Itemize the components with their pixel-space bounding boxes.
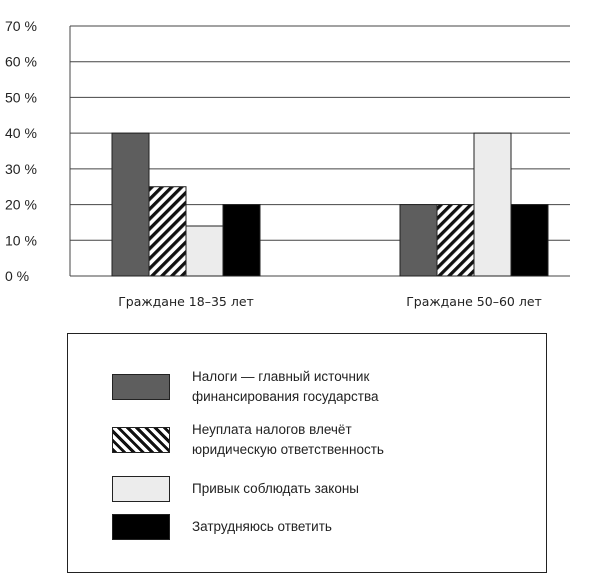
legend-label: Налоги — главный источник финансирования… — [192, 367, 442, 407]
legend-item-nonpayment-liability: Неуплата налогов влечёт юридическую отве… — [112, 420, 442, 460]
bar-1-series-3 — [185, 225, 224, 277]
y-tick-label: 40 % — [5, 125, 37, 141]
legend-item-taxes-main-source: Налоги — главный источник финансирования… — [112, 367, 442, 407]
bar-1-series-4 — [222, 204, 261, 277]
y-tick-label: 20 % — [5, 197, 37, 213]
bar-1-series-2 — [148, 186, 187, 277]
bar-1-series-1 — [111, 132, 150, 277]
bar-2-series-1 — [399, 204, 438, 277]
legend-label-line: Неуплата налогов влечёт — [192, 422, 352, 437]
legend-item-hard-to-answer: Затрудняюсь ответить — [112, 514, 442, 540]
legend-label-line: юридическую ответственность — [192, 442, 384, 457]
legend-item-used-to-obey-laws: Привык соблюдать законы — [112, 476, 442, 502]
y-tick-label: 0 % — [5, 268, 29, 284]
legend-label-line: финансирования государства — [192, 389, 379, 404]
y-tick-label: 50 % — [5, 89, 37, 105]
bar-2-series-2 — [436, 204, 475, 277]
legend-swatch-dark-gray — [112, 374, 170, 400]
y-tick-label: 10 % — [5, 232, 37, 248]
y-tick-label: 70 % — [5, 18, 37, 34]
bar-2-series-3 — [473, 132, 512, 277]
x-category-label: Граждане 18–35 лет — [118, 294, 254, 309]
legend-label-line: Привык соблюдать законы — [192, 481, 360, 496]
legend-label-line: Налоги — главный источник — [192, 369, 370, 384]
chart-legend: Налоги — главный источник финансирования… — [67, 333, 547, 573]
legend-label: Затрудняюсь ответить — [192, 517, 442, 537]
legend-label: Неуплата налогов влечёт юридическую отве… — [192, 420, 442, 460]
x-category-label: Граждане 50–60 лет — [406, 294, 542, 309]
bar-chart: 0 % 10 % 20 % 30 % 40 % 50 % 60 % 70 % Граждане … — [5, 18, 570, 309]
y-tick-label: 30 % — [5, 161, 37, 177]
legend-label: Привык соблюдать законы — [192, 479, 442, 499]
legend-swatch-hatched — [112, 427, 170, 453]
bar-2-series-4 — [510, 204, 549, 277]
legend-label-line: Затрудняюсь ответить — [192, 519, 332, 534]
legend-swatch-black — [112, 514, 170, 540]
y-tick-label: 60 % — [5, 54, 37, 70]
legend-swatch-light-gray — [112, 476, 170, 502]
